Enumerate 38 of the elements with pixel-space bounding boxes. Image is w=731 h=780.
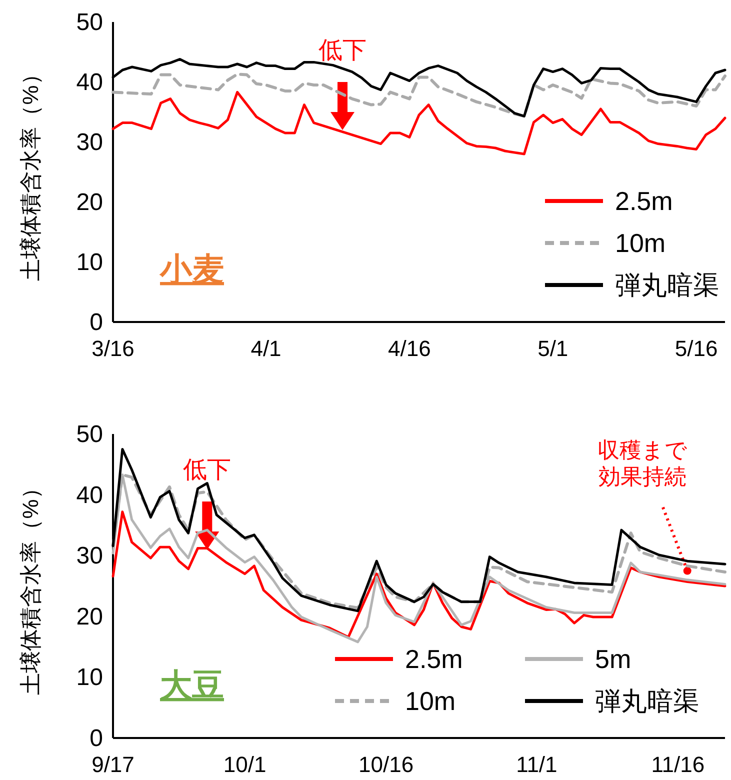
legend-label: 10m bbox=[615, 228, 666, 258]
y-tick-label: 10 bbox=[76, 664, 103, 692]
y-tick-label: 50 bbox=[76, 9, 103, 36]
x-tick-label: 9/17 bbox=[92, 752, 134, 777]
y-axis-title: 土壌体積含水率（%） bbox=[18, 63, 43, 281]
x-tick-label: 10/1 bbox=[223, 752, 266, 777]
annotation: 低下 bbox=[183, 456, 232, 484]
annotation: 収穫まで効果持続 bbox=[597, 438, 688, 489]
y-tick-label: 30 bbox=[76, 129, 103, 156]
text: 大豆 bbox=[160, 667, 224, 703]
x-tick-label: 11/1 bbox=[516, 752, 558, 777]
legend-label: 2.5m bbox=[615, 186, 673, 216]
x-tick-label: 5/1 bbox=[538, 336, 568, 361]
legend-label: 10m bbox=[405, 686, 456, 716]
x-tick-label: 11/16 bbox=[651, 752, 705, 777]
line-series bbox=[112, 90, 726, 156]
legend-label: 2.5m bbox=[405, 644, 463, 674]
y-tick-label: 0 bbox=[90, 309, 103, 336]
y-axis-title: 土壌体積含水率（%） bbox=[18, 477, 43, 695]
y-tick-label: 30 bbox=[76, 542, 103, 570]
y-tick-label: 40 bbox=[76, 69, 103, 96]
annotation: 低下 bbox=[318, 37, 366, 64]
y-tick-label: 10 bbox=[76, 249, 103, 276]
y-tick-label: 20 bbox=[76, 189, 103, 216]
x-tick-label: 3/16 bbox=[92, 336, 134, 361]
text: 小麦 bbox=[159, 251, 224, 287]
x-tick-label: 4/16 bbox=[388, 336, 431, 361]
y-tick-label: 20 bbox=[76, 603, 103, 630]
line-series bbox=[112, 72, 726, 118]
x-tick-label: 10/16 bbox=[358, 752, 414, 777]
y-tick-label: 40 bbox=[76, 482, 103, 509]
legend-label: 弾丸暗渠 bbox=[615, 270, 719, 300]
x-tick-label: 4/1 bbox=[250, 336, 282, 361]
x-tick-label: 5/16 bbox=[674, 336, 718, 361]
legend-label: 5m bbox=[595, 644, 632, 674]
y-tick-label: 50 bbox=[76, 421, 103, 448]
y-tick-label: 0 bbox=[90, 725, 103, 752]
legend-label: 弾丸暗渠 bbox=[595, 686, 699, 716]
